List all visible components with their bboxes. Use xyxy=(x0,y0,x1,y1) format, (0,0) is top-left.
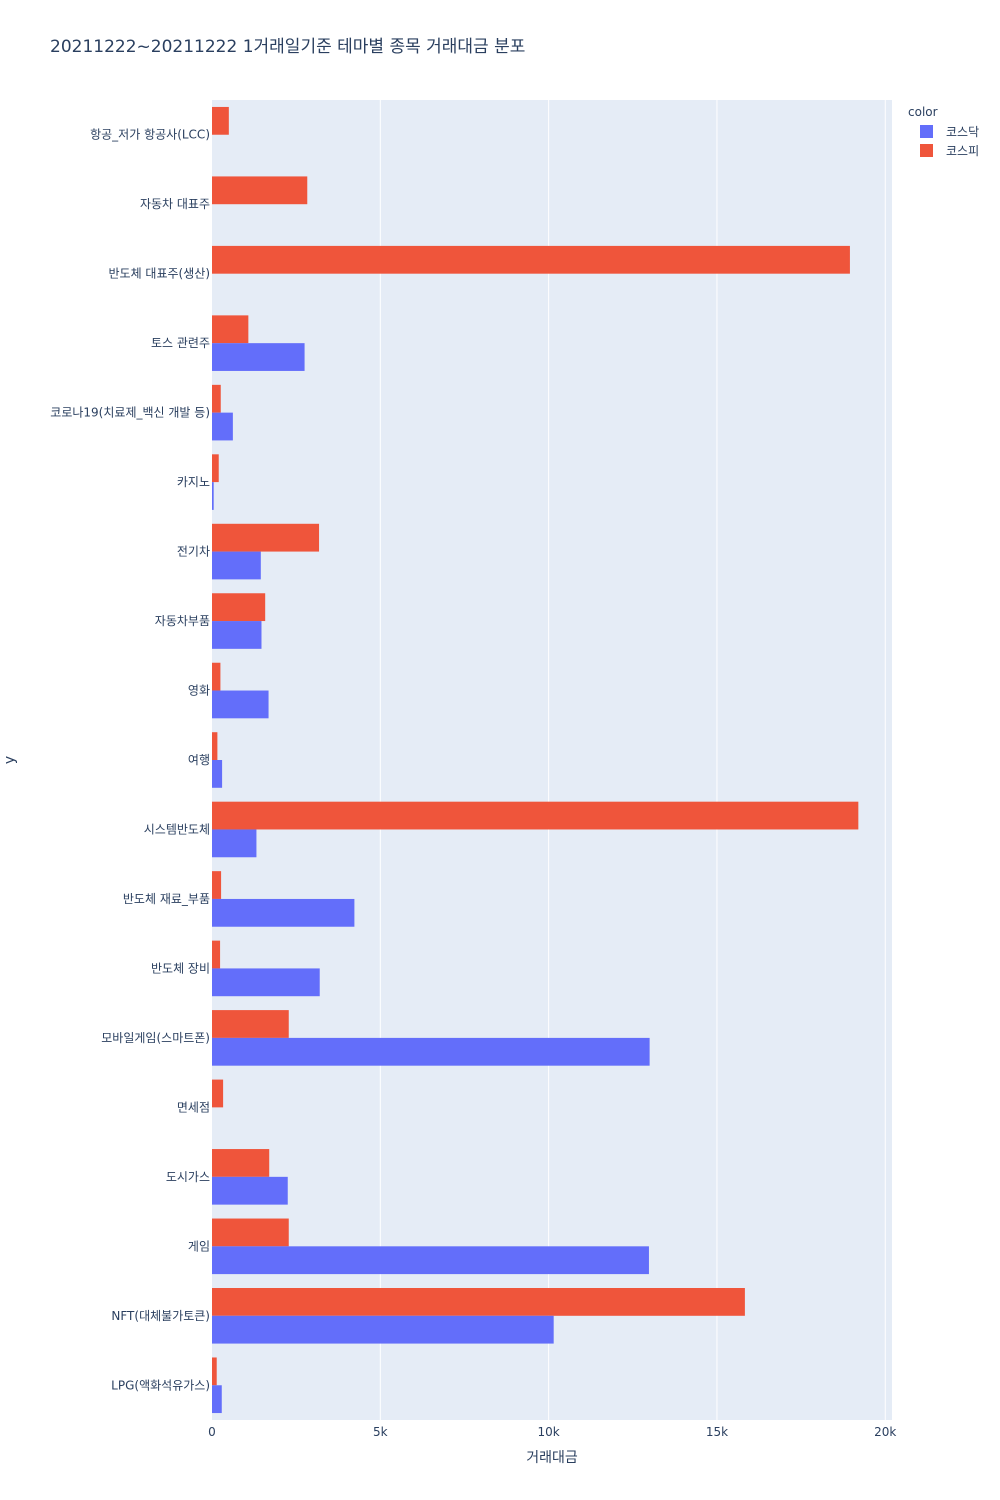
legend-swatch-1 xyxy=(920,144,933,157)
y-tick-label-17: NFT(대체불가토큰) xyxy=(111,1309,210,1323)
bar-kospi-13 xyxy=(212,1010,289,1038)
y-tick-label-15: 도시가스 xyxy=(166,1170,210,1184)
bar-kospi-15 xyxy=(212,1149,270,1177)
bar-kospi-16 xyxy=(212,1218,289,1247)
y-tick-label-14: 면세점 xyxy=(177,1100,210,1114)
x-axis-title: 거래대금 xyxy=(526,1450,578,1466)
bar-kosdaq-10 xyxy=(212,829,257,858)
bar-kospi-14 xyxy=(212,1079,224,1108)
y-tick-label-3: 토스 관련주 xyxy=(151,336,210,350)
y-tick-label-8: 영화 xyxy=(188,684,210,698)
y-tick-label-1: 자동차 대표주 xyxy=(140,197,210,211)
y-tick-label-16: 게임 xyxy=(188,1239,210,1253)
bar-kosdaq-3 xyxy=(212,343,305,371)
y-tick-label-4: 코로나19(치료제_백신 개발 등) xyxy=(50,406,210,420)
bar-kospi-18 xyxy=(212,1357,217,1386)
y-tick-label-6: 전기차 xyxy=(177,545,210,559)
bar-kosdaq-6 xyxy=(212,551,261,580)
x-tick-label-0: 0 xyxy=(208,1425,216,1439)
legend-swatch-0 xyxy=(920,125,933,138)
bar-kosdaq-13 xyxy=(212,1037,650,1066)
y-tick-label-0: 항공_저가 항공사(LCC) xyxy=(90,128,210,142)
legend-label-1: 코스피 xyxy=(946,144,979,158)
bar-kospi-5 xyxy=(212,454,219,483)
bar-kospi-10 xyxy=(212,801,859,830)
chart-title: 20211222~20211222 1거래일기준 테마별 종목 거래대금 분포 xyxy=(50,37,526,57)
bar-kospi-3 xyxy=(212,315,249,344)
y-tick-label-13: 모바일게임(스마트폰) xyxy=(101,1031,210,1045)
y-axis-title: y xyxy=(2,756,18,764)
y-tick-label-2: 반도체 대표주(생산) xyxy=(109,267,211,281)
y-tick-label-12: 반도체 장비 xyxy=(151,961,210,975)
y-tick-label-5: 카지노 xyxy=(177,475,210,489)
bar-kospi-1 xyxy=(212,176,308,205)
bar-kospi-7 xyxy=(212,593,266,622)
bar-kosdaq-8 xyxy=(212,690,269,719)
bar-kosdaq-4 xyxy=(212,412,233,441)
bar-kospi-12 xyxy=(212,940,221,969)
y-tick-label-9: 여행 xyxy=(188,752,210,767)
bar-kospi-0 xyxy=(212,106,229,135)
bar-kospi-9 xyxy=(212,732,218,760)
y-tick-label-10: 시스템반도체 xyxy=(144,822,210,836)
bar-kospi-11 xyxy=(212,871,222,899)
bar-kosdaq-16 xyxy=(212,1246,649,1275)
y-tick-label-7: 자동차부품 xyxy=(155,614,210,628)
bar-kosdaq-18 xyxy=(212,1385,222,1414)
bar-kosdaq-11 xyxy=(212,898,355,927)
bar-kospi-4 xyxy=(212,384,221,413)
bar-kosdaq-9 xyxy=(212,760,223,788)
bar-kospi-6 xyxy=(212,523,320,552)
bar-kospi-17 xyxy=(212,1288,745,1316)
legend-title: color xyxy=(908,105,938,119)
legend-label-0: 코스닥 xyxy=(946,125,979,139)
x-tick-label-4: 20k xyxy=(874,1425,896,1439)
y-tick-label-11: 반도체 재료_부품 xyxy=(123,892,210,906)
bar-kosdaq-12 xyxy=(212,968,320,997)
bar-kosdaq-15 xyxy=(212,1176,288,1205)
plot-background xyxy=(212,100,892,1420)
bar-kosdaq-17 xyxy=(212,1315,554,1344)
bar-kosdaq-7 xyxy=(212,621,262,649)
x-tick-label-2: 10k xyxy=(538,1425,560,1439)
x-tick-label-1: 5k xyxy=(373,1425,388,1439)
bar-kosdaq-5 xyxy=(212,482,214,510)
y-tick-label-18: LPG(액화석유가스) xyxy=(111,1378,210,1392)
bar-kospi-2 xyxy=(212,245,850,274)
bar-kospi-8 xyxy=(212,662,221,691)
x-tick-label-3: 15k xyxy=(706,1425,728,1439)
